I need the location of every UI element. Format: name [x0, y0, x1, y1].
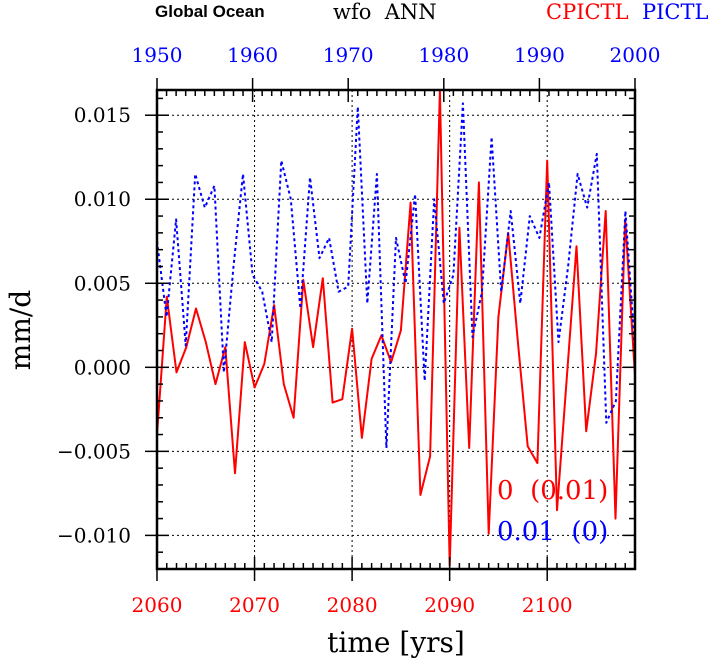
y-tick-label: 0.015	[74, 103, 131, 127]
series-label-blue: PICTL	[642, 0, 709, 24]
chart-title: wfo ANN	[333, 0, 437, 24]
annotation-blue: 0.01 (0)	[497, 517, 608, 547]
x-tick-label-bottom: 2070	[229, 593, 280, 617]
y-axis-label: mm/d	[4, 290, 37, 371]
x-tick-label-bottom: 2080	[327, 593, 378, 617]
y-tick-label: 0.005	[74, 271, 131, 295]
x-tick-label-bottom: 2090	[424, 593, 475, 617]
y-tick-label: −0.010	[57, 523, 131, 547]
annotation-red: 0 (0.01)	[497, 476, 608, 506]
y-tick-label: −0.005	[57, 439, 131, 463]
x-tick-label-top: 1950	[132, 43, 183, 67]
x-tick-label-bottom: 2060	[132, 593, 183, 617]
tick-labels: 2060 2070 2080 2090 2100 1950 1960 1970 1980 1990…	[57, 43, 660, 617]
x-axis-label: time [yrs]	[327, 626, 465, 659]
series-line-pictl	[157, 102, 635, 449]
x-tick-label-top: 1990	[514, 43, 565, 67]
axis-ticks	[145, 78, 636, 581]
series-line-cpictl	[157, 90, 635, 567]
x-tick-label-top: 1960	[227, 43, 278, 67]
x-tick-label-top: 1980	[418, 43, 469, 67]
panel-label: Global Ocean	[155, 2, 265, 21]
y-tick-label: 0.000	[74, 355, 131, 379]
x-tick-label-top: 1970	[323, 43, 374, 67]
y-tick-label: 0.010	[74, 187, 131, 211]
series-label-red: CPICTL	[546, 0, 629, 24]
series-layer	[157, 90, 635, 567]
x-tick-label-top: 2000	[610, 43, 661, 67]
x-tick-label-bottom: 2100	[522, 593, 573, 617]
